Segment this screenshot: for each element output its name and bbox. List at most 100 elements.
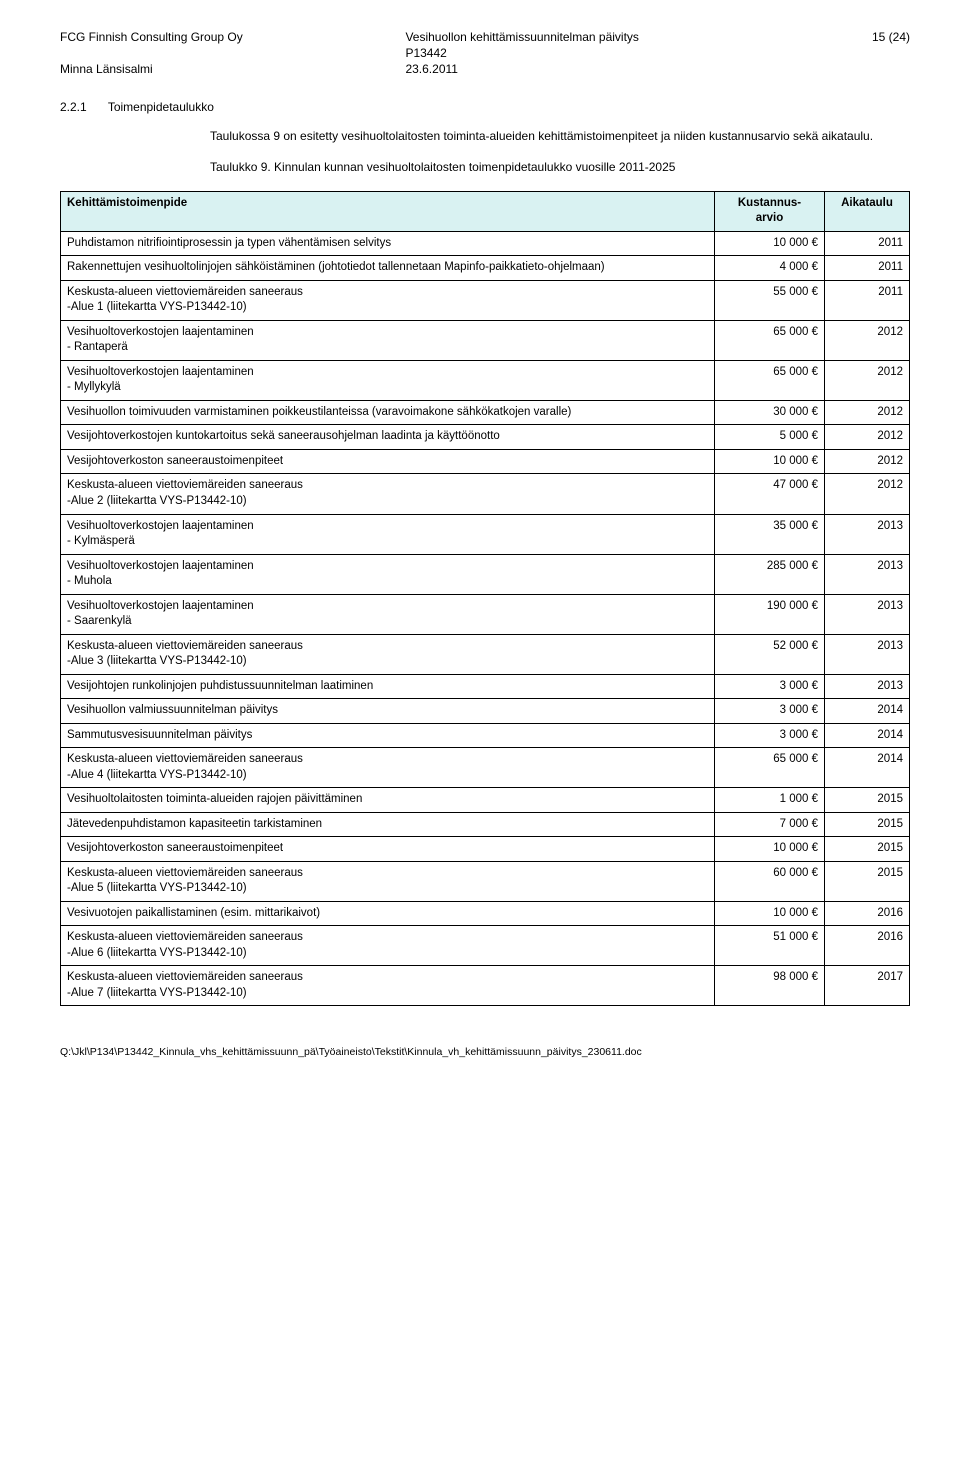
cell-desc: Vesijohtojen runkolinjojen puhdistussuun… bbox=[61, 674, 715, 699]
cell-cost: 190 000 € bbox=[715, 594, 825, 634]
cell-desc: Keskusta-alueen viettoviemäreiden saneer… bbox=[61, 861, 715, 901]
cell-year: 2016 bbox=[825, 901, 910, 926]
doc-header-row1b: P13442 bbox=[60, 46, 910, 60]
table-row: Puhdistamon nitrifiointiprosessin ja typ… bbox=[61, 231, 910, 256]
table-row: Keskusta-alueen viettoviemäreiden saneer… bbox=[61, 748, 910, 788]
cell-desc: Keskusta-alueen viettoviemäreiden saneer… bbox=[61, 966, 715, 1006]
cell-cost: 10 000 € bbox=[715, 231, 825, 256]
cell-cost: 35 000 € bbox=[715, 514, 825, 554]
cell-desc: Vesihuoltoverkostojen laajentaminen - Sa… bbox=[61, 594, 715, 634]
cell-desc: Vesihuollon valmiussuunnitelman päivitys bbox=[61, 699, 715, 724]
section-title: Toimenpidetaulukko bbox=[108, 100, 214, 114]
cell-year: 2011 bbox=[825, 256, 910, 281]
cell-desc: Vesihuoltolaitosten toiminta-alueiden ra… bbox=[61, 788, 715, 813]
table-row: Vesijohtoverkoston saneeraustoimenpiteet… bbox=[61, 449, 910, 474]
cell-desc: Keskusta-alueen viettoviemäreiden saneer… bbox=[61, 634, 715, 674]
cell-desc: Vesijohtoverkoston saneeraustoimenpiteet bbox=[61, 449, 715, 474]
table-row: Vesijohtojen runkolinjojen puhdistussuun… bbox=[61, 674, 910, 699]
cell-year: 2013 bbox=[825, 554, 910, 594]
cell-desc: Vesihuoltoverkostojen laajentaminen - Ky… bbox=[61, 514, 715, 554]
cell-year: 2013 bbox=[825, 514, 910, 554]
table-caption: Taulukko 9. Kinnulan kunnan vesihuoltola… bbox=[210, 159, 910, 176]
cell-year: 2015 bbox=[825, 861, 910, 901]
cell-cost: 3 000 € bbox=[715, 699, 825, 724]
doc-header-row2: Minna Länsisalmi 23.6.2011 bbox=[60, 62, 910, 76]
cell-desc: Sammutusvesisuunnitelman päivitys bbox=[61, 723, 715, 748]
cell-desc: Rakennettujen vesihuoltolinjojen sähköis… bbox=[61, 256, 715, 281]
col-header-desc: Kehittämistoimenpide bbox=[61, 191, 715, 231]
action-table: Kehittämistoimenpide Kustannus- arvio Ai… bbox=[60, 191, 910, 1007]
table-row: Keskusta-alueen viettoviemäreiden saneer… bbox=[61, 634, 910, 674]
cell-year: 2012 bbox=[825, 360, 910, 400]
cell-year: 2012 bbox=[825, 400, 910, 425]
section-paragraph: Taulukossa 9 on esitetty vesihuoltolaito… bbox=[210, 128, 910, 145]
cell-year: 2017 bbox=[825, 966, 910, 1006]
table-row: Keskusta-alueen viettoviemäreiden saneer… bbox=[61, 474, 910, 514]
table-header-row: Kehittämistoimenpide Kustannus- arvio Ai… bbox=[61, 191, 910, 231]
cell-cost: 65 000 € bbox=[715, 748, 825, 788]
cell-year: 2015 bbox=[825, 788, 910, 813]
cell-cost: 65 000 € bbox=[715, 320, 825, 360]
cell-cost: 4 000 € bbox=[715, 256, 825, 281]
cell-cost: 98 000 € bbox=[715, 966, 825, 1006]
table-row: Sammutusvesisuunnitelman päivitys3 000 €… bbox=[61, 723, 910, 748]
table-row: Vesijohtoverkoston saneeraustoimenpiteet… bbox=[61, 837, 910, 862]
table-row: Keskusta-alueen viettoviemäreiden saneer… bbox=[61, 966, 910, 1006]
table-row: Vesihuoltoverkostojen laajentaminen - Ky… bbox=[61, 514, 910, 554]
table-row: Vesihuollon valmiussuunnitelman päivitys… bbox=[61, 699, 910, 724]
cell-desc: Jätevedenpuhdistamon kapasiteetin tarkis… bbox=[61, 812, 715, 837]
table-row: Vesijohtoverkostojen kuntokartoitus sekä… bbox=[61, 425, 910, 450]
cell-desc: Vesihuoltoverkostojen laajentaminen - My… bbox=[61, 360, 715, 400]
cell-desc: Vesihuoltoverkostojen laajentaminen - Mu… bbox=[61, 554, 715, 594]
cell-year: 2013 bbox=[825, 674, 910, 699]
table-row: Vesihuoltoverkostojen laajentaminen - Mu… bbox=[61, 554, 910, 594]
cell-cost: 10 000 € bbox=[715, 449, 825, 474]
cell-cost: 285 000 € bbox=[715, 554, 825, 594]
cell-year: 2011 bbox=[825, 231, 910, 256]
section-number: 2.2.1 bbox=[60, 100, 87, 114]
cell-cost: 65 000 € bbox=[715, 360, 825, 400]
cell-year: 2016 bbox=[825, 926, 910, 966]
cell-year: 2011 bbox=[825, 280, 910, 320]
cell-cost: 47 000 € bbox=[715, 474, 825, 514]
cell-cost: 3 000 € bbox=[715, 674, 825, 699]
cell-desc: Keskusta-alueen viettoviemäreiden saneer… bbox=[61, 474, 715, 514]
footer-path: Q:\Jkl\P134\P13442_Kinnula_vhs_kehittämi… bbox=[60, 1046, 910, 1058]
page-number: 15 (24) bbox=[820, 30, 910, 44]
doc-title: Vesihuollon kehittämissuunnitelman päivi… bbox=[405, 30, 820, 44]
cell-desc: Keskusta-alueen viettoviemäreiden saneer… bbox=[61, 280, 715, 320]
cell-year: 2015 bbox=[825, 812, 910, 837]
cell-desc: Vesijohtoverkoston saneeraustoimenpiteet bbox=[61, 837, 715, 862]
table-row: Vesivuotojen paikallistaminen (esim. mit… bbox=[61, 901, 910, 926]
cell-cost: 10 000 € bbox=[715, 837, 825, 862]
col-header-year: Aikataulu bbox=[825, 191, 910, 231]
table-row: Rakennettujen vesihuoltolinjojen sähköis… bbox=[61, 256, 910, 281]
cell-desc: Vesijohtoverkostojen kuntokartoitus sekä… bbox=[61, 425, 715, 450]
cell-cost: 1 000 € bbox=[715, 788, 825, 813]
cell-desc: Puhdistamon nitrifiointiprosessin ja typ… bbox=[61, 231, 715, 256]
doc-code: P13442 bbox=[405, 46, 820, 60]
table-body: Puhdistamon nitrifiointiprosessin ja typ… bbox=[61, 231, 910, 1006]
cell-cost: 30 000 € bbox=[715, 400, 825, 425]
company-name: FCG Finnish Consulting Group Oy bbox=[60, 30, 405, 44]
cell-year: 2014 bbox=[825, 699, 910, 724]
cell-cost: 51 000 € bbox=[715, 926, 825, 966]
table-row: Jätevedenpuhdistamon kapasiteetin tarkis… bbox=[61, 812, 910, 837]
cell-year: 2012 bbox=[825, 425, 910, 450]
doc-header-row1: FCG Finnish Consulting Group Oy Vesihuol… bbox=[60, 30, 910, 44]
cell-year: 2014 bbox=[825, 723, 910, 748]
table-row: Vesihuoltoverkostojen laajentaminen - My… bbox=[61, 360, 910, 400]
cell-desc: Vesihuoltoverkostojen laajentaminen - Ra… bbox=[61, 320, 715, 360]
cell-cost: 52 000 € bbox=[715, 634, 825, 674]
cell-desc: Vesivuotojen paikallistaminen (esim. mit… bbox=[61, 901, 715, 926]
cell-cost: 55 000 € bbox=[715, 280, 825, 320]
cell-year: 2014 bbox=[825, 748, 910, 788]
table-row: Keskusta-alueen viettoviemäreiden saneer… bbox=[61, 280, 910, 320]
cell-year: 2015 bbox=[825, 837, 910, 862]
cell-desc: Vesihuollon toimivuuden varmistaminen po… bbox=[61, 400, 715, 425]
table-row: Vesihuoltoverkostojen laajentaminen - Ra… bbox=[61, 320, 910, 360]
cell-year: 2012 bbox=[825, 474, 910, 514]
cell-cost: 5 000 € bbox=[715, 425, 825, 450]
table-row: Vesihuoltolaitosten toiminta-alueiden ra… bbox=[61, 788, 910, 813]
cell-desc: Keskusta-alueen viettoviemäreiden saneer… bbox=[61, 748, 715, 788]
